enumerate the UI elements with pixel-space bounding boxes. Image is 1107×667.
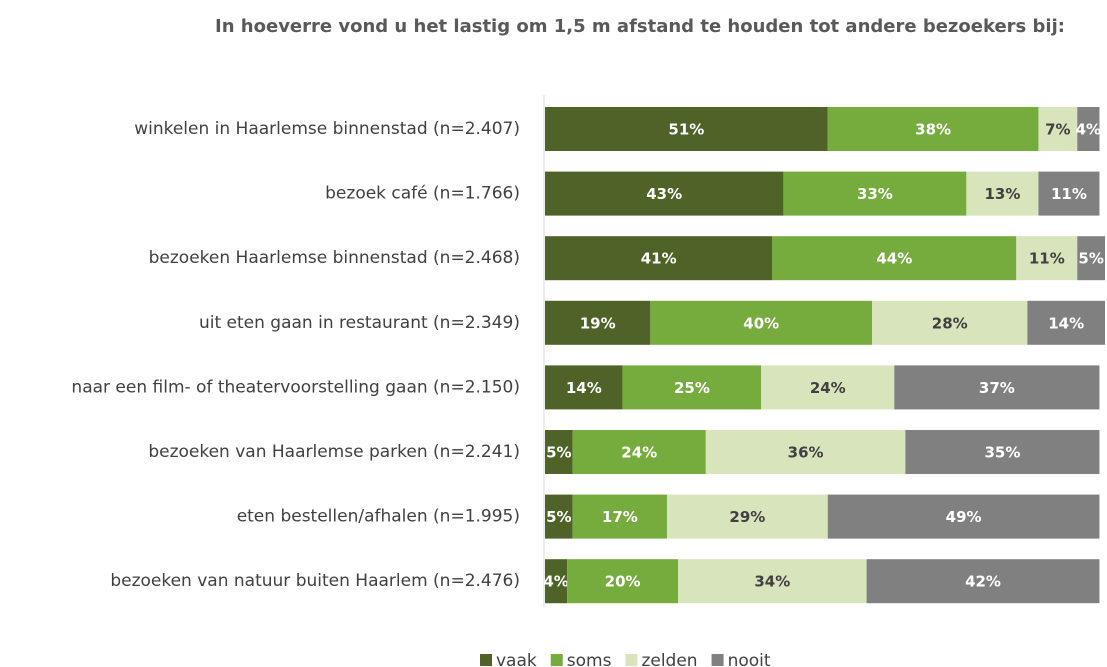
bar-segment bbox=[772, 236, 1017, 281]
bar-segment bbox=[545, 430, 573, 474]
bar-segment bbox=[622, 365, 762, 410]
bar-segment bbox=[1027, 300, 1105, 345]
chart-title: In hoeverre vond u het lastig om 1,5 m a… bbox=[215, 16, 1065, 37]
bar-segment bbox=[572, 494, 667, 539]
data-label: 13% bbox=[984, 185, 1020, 203]
data-label: 37% bbox=[979, 379, 1015, 397]
bar-segment bbox=[545, 494, 573, 539]
data-label: 4% bbox=[1076, 121, 1101, 139]
category-label: bezoeken van Haarlemse parken (n=2.241) bbox=[148, 442, 520, 462]
category-label: bezoek café (n=1.766) bbox=[325, 184, 520, 204]
legend-label: nooit bbox=[728, 651, 771, 667]
category-label: bezoeken van natuur buiten Haarlem (n=2.… bbox=[110, 571, 520, 591]
bar-segment bbox=[827, 107, 1039, 151]
bar-segment bbox=[894, 365, 1100, 410]
bar-segment bbox=[1016, 236, 1078, 281]
bar-segment bbox=[705, 430, 906, 474]
bar-segment bbox=[783, 171, 967, 216]
bar-segment bbox=[650, 300, 873, 345]
legend-label: zelden bbox=[641, 651, 697, 667]
bar-segment bbox=[866, 559, 1100, 604]
bar-segment bbox=[666, 494, 828, 539]
data-label: 17% bbox=[602, 508, 638, 526]
data-label: 43% bbox=[646, 185, 682, 203]
data-label: 14% bbox=[566, 379, 602, 397]
data-label: 36% bbox=[788, 444, 824, 462]
bar-segment bbox=[1077, 107, 1100, 151]
legend-swatch bbox=[480, 654, 492, 666]
bar-segment bbox=[545, 236, 773, 281]
data-label: 44% bbox=[876, 250, 912, 268]
data-label: 40% bbox=[743, 314, 779, 332]
bar-segment bbox=[545, 300, 651, 345]
data-label: 49% bbox=[946, 508, 982, 526]
bar-segment bbox=[545, 171, 784, 216]
data-label: 42% bbox=[965, 573, 1001, 591]
data-label: 25% bbox=[674, 379, 710, 397]
data-label: 51% bbox=[668, 121, 704, 139]
data-label: 35% bbox=[984, 444, 1020, 462]
legend-swatch bbox=[550, 654, 563, 666]
category-label: naar een film- of theatervoorstelling ga… bbox=[71, 377, 520, 397]
bar-segment bbox=[1077, 236, 1105, 281]
data-label: 5% bbox=[546, 444, 571, 462]
legend-label: vaak bbox=[496, 651, 537, 667]
bar-segment bbox=[1038, 171, 1100, 216]
legend-swatch bbox=[625, 654, 638, 666]
bar-segment bbox=[545, 559, 568, 604]
bar-segment bbox=[1038, 107, 1078, 151]
bar-segment bbox=[545, 365, 623, 410]
data-label: 5% bbox=[1078, 250, 1103, 268]
data-label: 7% bbox=[1045, 121, 1070, 139]
legend-swatch bbox=[711, 654, 724, 666]
data-label: 24% bbox=[810, 379, 846, 397]
data-label: 24% bbox=[621, 444, 657, 462]
data-label: 4% bbox=[543, 573, 568, 591]
bar-segment bbox=[872, 300, 1028, 345]
bar-segment bbox=[966, 171, 1039, 216]
data-label: 33% bbox=[857, 185, 893, 203]
category-label: eten bestellen/afhalen (n=1.995) bbox=[237, 507, 520, 527]
data-label: 11% bbox=[1029, 250, 1065, 268]
category-label: bezoeken Haarlemse binnenstad (n=2.468) bbox=[149, 248, 520, 268]
legend-label: soms bbox=[567, 651, 612, 667]
bar-segment bbox=[827, 494, 1100, 539]
data-label: 38% bbox=[915, 121, 951, 139]
data-label: 29% bbox=[729, 508, 765, 526]
bar-segment bbox=[905, 430, 1100, 474]
data-label: 41% bbox=[641, 250, 677, 268]
bar-segment bbox=[545, 107, 828, 151]
data-label: 34% bbox=[754, 573, 790, 591]
data-label: 20% bbox=[605, 573, 641, 591]
bar-segment bbox=[761, 365, 895, 410]
data-label: 11% bbox=[1051, 185, 1087, 203]
data-label: 19% bbox=[580, 314, 616, 332]
data-label: 5% bbox=[546, 508, 571, 526]
bar-segment bbox=[567, 559, 679, 604]
bar-segment bbox=[678, 559, 867, 604]
category-label: uit eten gaan in restaurant (n=2.349) bbox=[199, 313, 520, 333]
data-label: 14% bbox=[1048, 314, 1084, 332]
bar-segment bbox=[572, 430, 706, 474]
category-label: winkelen in Haarlemse binnenstad (n=2.40… bbox=[134, 119, 520, 139]
data-label: 28% bbox=[932, 314, 968, 332]
